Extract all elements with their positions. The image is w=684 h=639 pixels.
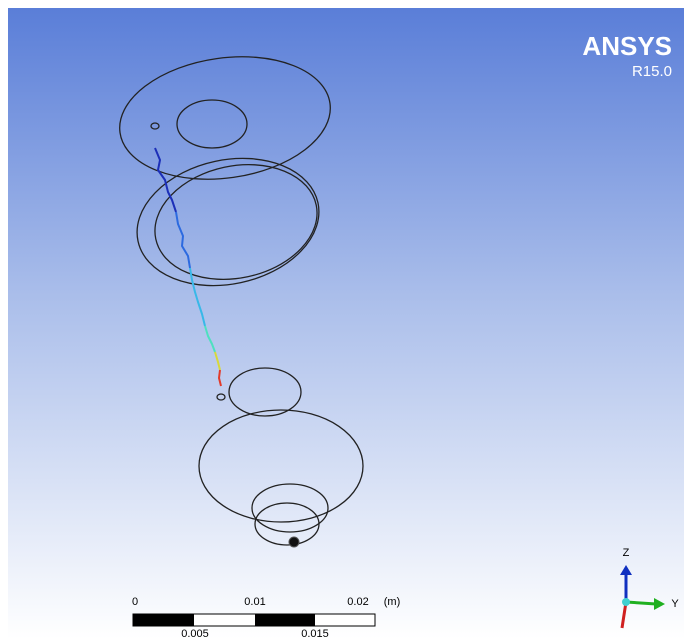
triad-origin — [622, 598, 630, 606]
logo-brand: ANSYS — [582, 31, 672, 61]
scale-label: 0.005 — [181, 628, 209, 639]
scale-label: 0 — [132, 596, 138, 608]
background — [8, 8, 684, 639]
marker — [289, 537, 299, 547]
z-label: Z — [623, 547, 630, 559]
y-axis — [626, 602, 656, 604]
scale-block — [255, 614, 315, 626]
scale-label: 0.015 — [301, 628, 329, 639]
scale-unit: (m) — [384, 596, 401, 608]
viewport: ANSYS R15.0 0 0.01 0.02 (m) 0.005 0.015 … — [0, 0, 684, 639]
y-label: Y — [671, 598, 679, 610]
scale-label: 0.02 — [347, 596, 368, 608]
scale-label: 0.01 — [244, 596, 265, 608]
scale-block — [133, 614, 194, 626]
logo-version: R15.0 — [632, 63, 672, 80]
